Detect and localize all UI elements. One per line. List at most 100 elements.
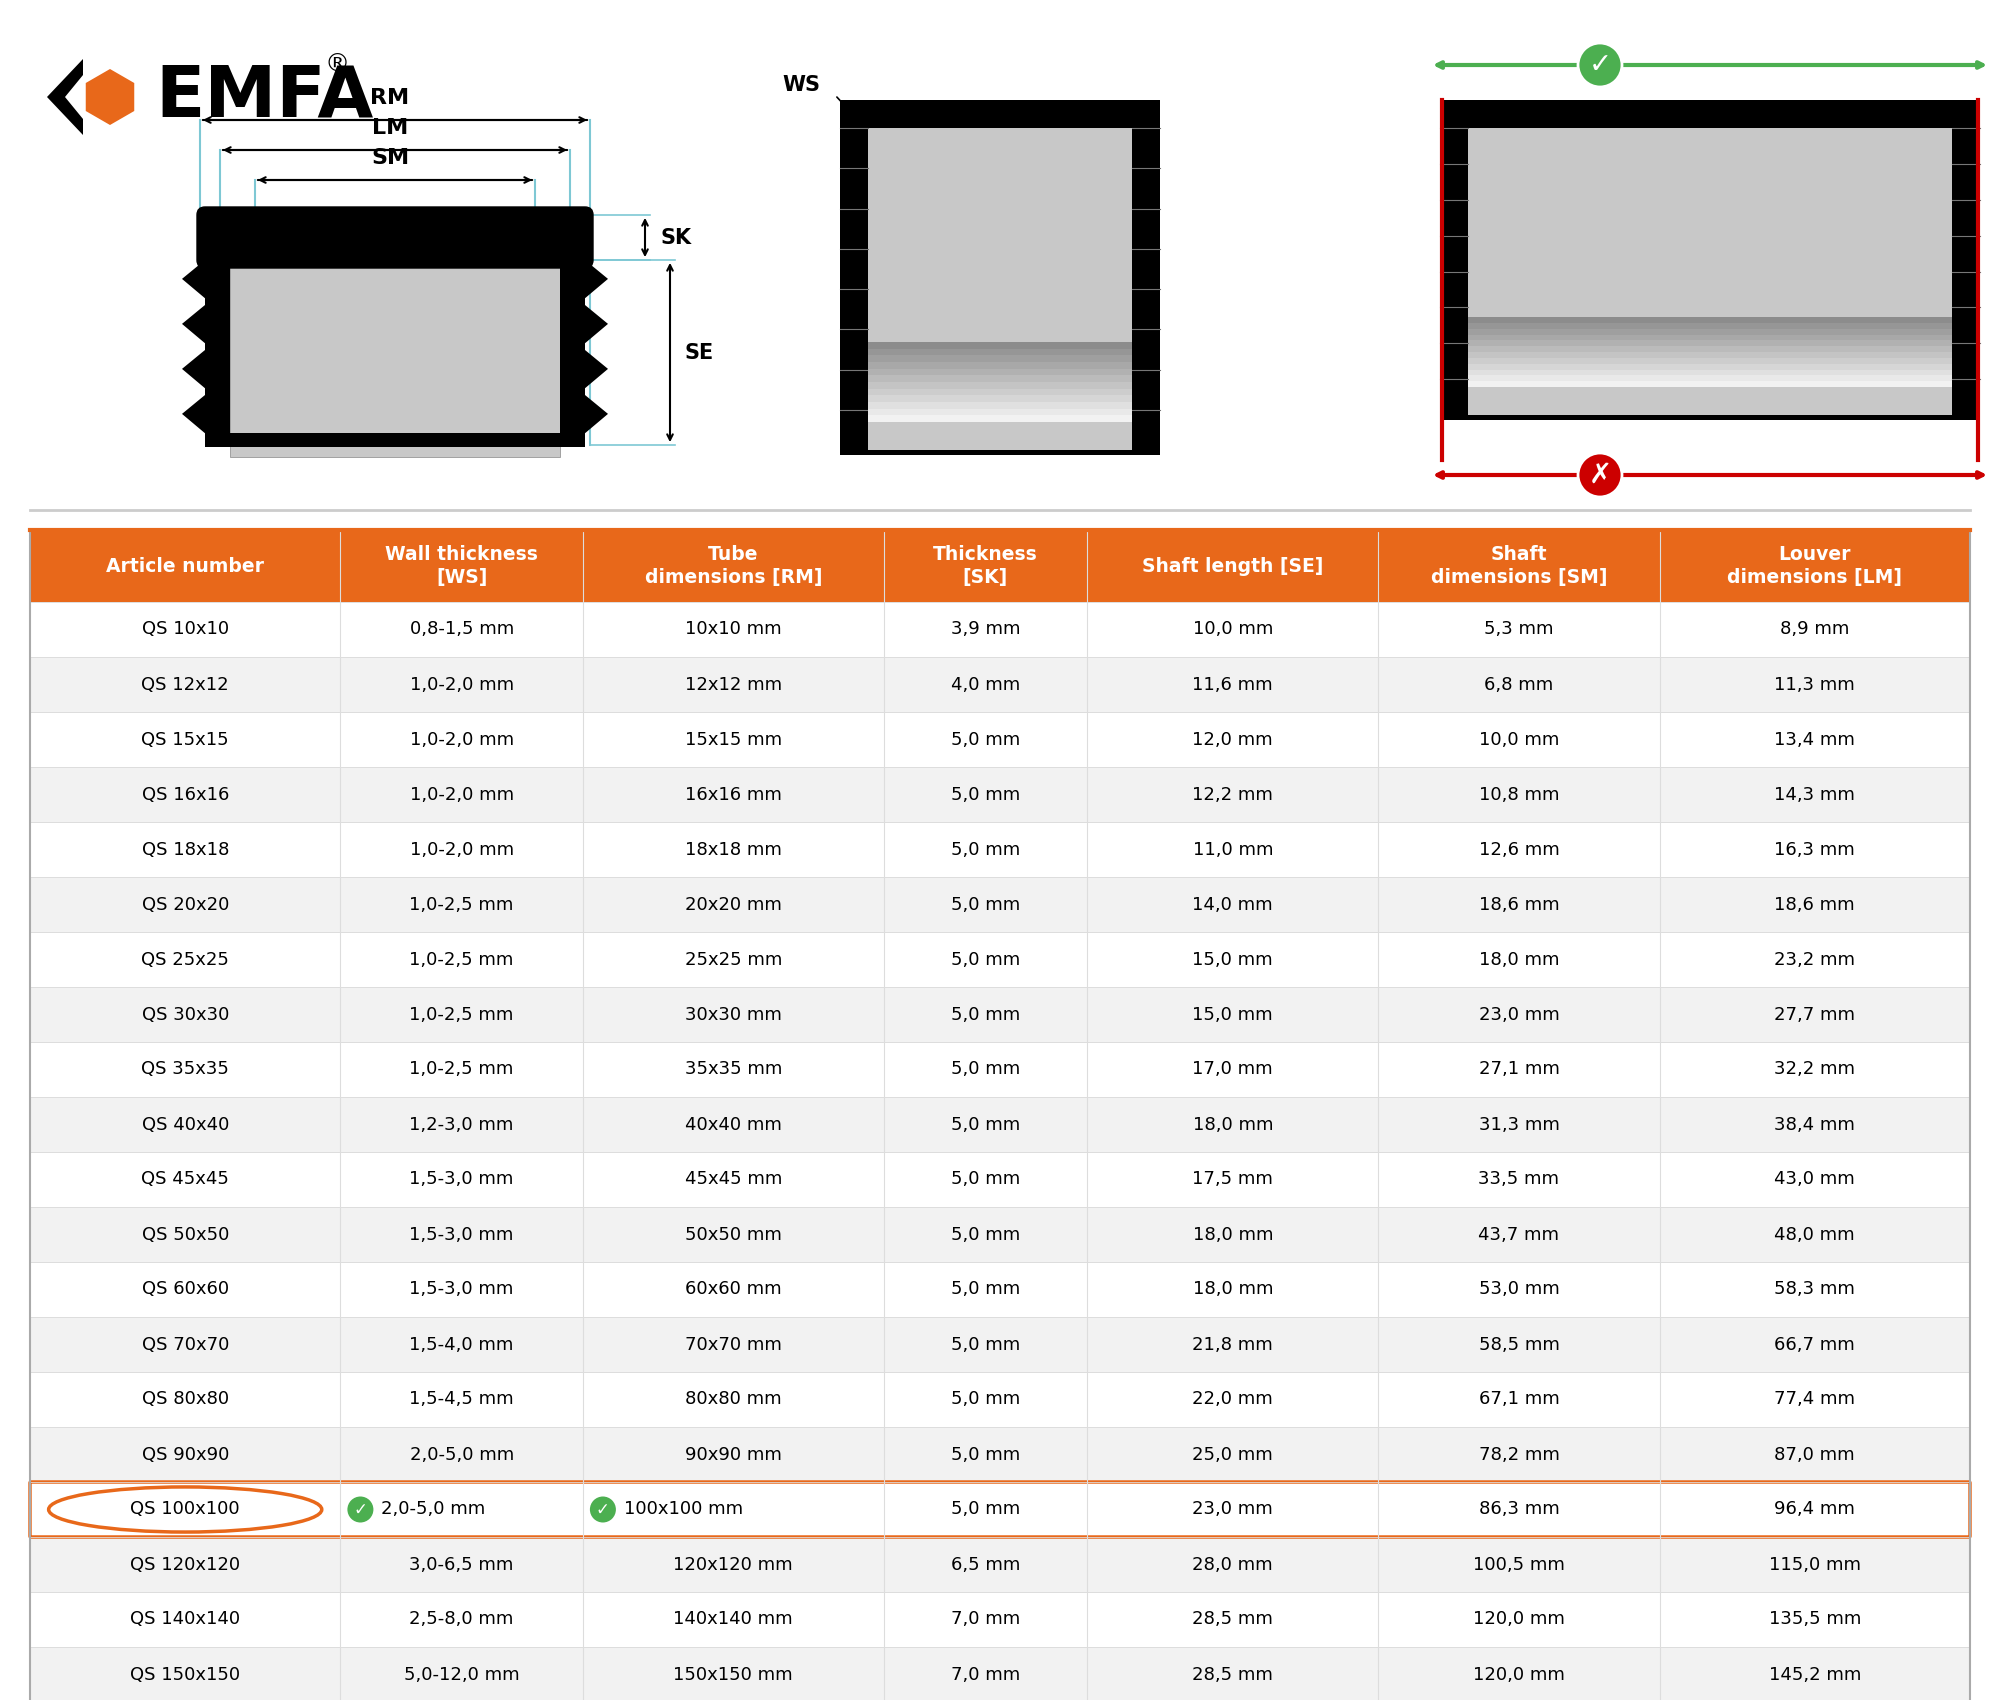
Text: 12,2 mm: 12,2 mm — [1192, 785, 1274, 804]
Text: 28,5 mm: 28,5 mm — [1192, 1610, 1274, 1629]
Text: 2,5-8,0 mm: 2,5-8,0 mm — [410, 1610, 514, 1629]
Text: 25,0 mm: 25,0 mm — [1192, 1445, 1274, 1464]
Bar — [1440, 100, 1980, 420]
Text: 100,5 mm: 100,5 mm — [1474, 1556, 1564, 1574]
Text: QS 15x15: QS 15x15 — [142, 731, 230, 748]
Text: 18,6 mm: 18,6 mm — [1478, 896, 1560, 913]
Bar — [30, 656, 1970, 712]
Text: QS 140x140: QS 140x140 — [130, 1610, 240, 1629]
Text: 17,5 mm: 17,5 mm — [1192, 1171, 1274, 1188]
Text: ✓: ✓ — [596, 1501, 610, 1518]
Polygon shape — [584, 304, 608, 343]
Text: ✓: ✓ — [1588, 51, 1612, 78]
Text: LM: LM — [372, 117, 408, 138]
Bar — [1468, 340, 1952, 347]
Text: 66,7 mm: 66,7 mm — [1774, 1336, 1856, 1353]
Text: 50x50 mm: 50x50 mm — [684, 1226, 782, 1243]
Text: 20x20 mm: 20x20 mm — [684, 896, 782, 913]
Text: 150x150 mm: 150x150 mm — [674, 1666, 794, 1683]
Bar — [868, 355, 1132, 362]
Text: 30x30 mm: 30x30 mm — [684, 1005, 782, 1023]
Bar — [30, 1647, 1970, 1700]
Bar — [1468, 364, 1952, 369]
Text: 2,0-5,0 mm: 2,0-5,0 mm — [410, 1445, 514, 1464]
Bar — [206, 434, 584, 447]
Polygon shape — [48, 60, 84, 134]
Text: 23,0 mm: 23,0 mm — [1478, 1005, 1560, 1023]
Bar — [868, 348, 1132, 355]
Bar — [30, 988, 1970, 1042]
Text: QS 12x12: QS 12x12 — [142, 675, 230, 694]
Text: 45x45 mm: 45x45 mm — [684, 1171, 782, 1188]
Text: 10,8 mm: 10,8 mm — [1478, 785, 1560, 804]
Text: QS 40x40: QS 40x40 — [142, 1115, 228, 1134]
Bar — [30, 1318, 1970, 1372]
Text: 80x80 mm: 80x80 mm — [684, 1391, 782, 1409]
Bar — [30, 1261, 1970, 1318]
Bar — [1468, 352, 1952, 357]
Text: 15,0 mm: 15,0 mm — [1192, 1005, 1274, 1023]
Text: 5,0 mm: 5,0 mm — [950, 1445, 1020, 1464]
Text: SK: SK — [660, 228, 692, 248]
Bar — [1468, 381, 1952, 388]
Bar — [30, 1591, 1970, 1647]
Bar — [30, 530, 1970, 1700]
Bar — [30, 767, 1970, 823]
Text: 1,2-3,0 mm: 1,2-3,0 mm — [410, 1115, 514, 1134]
Text: 25x25 mm: 25x25 mm — [684, 950, 782, 969]
Bar — [30, 1372, 1970, 1426]
Bar — [868, 389, 1132, 396]
Text: QS 50x50: QS 50x50 — [142, 1226, 228, 1243]
Text: 5,0 mm: 5,0 mm — [950, 896, 1020, 913]
Bar — [30, 1426, 1970, 1482]
Text: 1,0-2,0 mm: 1,0-2,0 mm — [410, 731, 514, 748]
Circle shape — [1578, 42, 1622, 87]
Circle shape — [1578, 452, 1622, 496]
Text: 4,0 mm: 4,0 mm — [950, 675, 1020, 694]
Text: 5,0 mm: 5,0 mm — [950, 1005, 1020, 1023]
Text: 1,0-2,5 mm: 1,0-2,5 mm — [410, 1061, 514, 1078]
Text: 5,0 mm: 5,0 mm — [950, 840, 1020, 858]
Bar — [30, 602, 1970, 656]
Bar — [30, 1482, 1970, 1537]
Bar — [1468, 376, 1952, 381]
Bar — [1468, 323, 1952, 328]
Text: 5,0 mm: 5,0 mm — [950, 785, 1020, 804]
Text: 7,0 mm: 7,0 mm — [950, 1610, 1020, 1629]
Text: 1,0-2,5 mm: 1,0-2,5 mm — [410, 896, 514, 913]
Text: 5,3 mm: 5,3 mm — [1484, 620, 1554, 639]
Text: 27,1 mm: 27,1 mm — [1478, 1061, 1560, 1078]
Bar — [560, 255, 584, 445]
Text: 115,0 mm: 115,0 mm — [1768, 1556, 1860, 1574]
Text: ✗: ✗ — [1588, 461, 1612, 490]
Text: 33,5 mm: 33,5 mm — [1478, 1171, 1560, 1188]
Polygon shape — [584, 394, 608, 434]
Text: 27,7 mm: 27,7 mm — [1774, 1005, 1856, 1023]
Text: 5,0 mm: 5,0 mm — [950, 1501, 1020, 1518]
Text: 1,0-2,0 mm: 1,0-2,0 mm — [410, 840, 514, 858]
Text: 12x12 mm: 12x12 mm — [684, 675, 782, 694]
Text: 23,0 mm: 23,0 mm — [1192, 1501, 1274, 1518]
Text: 1,5-4,5 mm: 1,5-4,5 mm — [410, 1391, 514, 1409]
Text: 11,3 mm: 11,3 mm — [1774, 675, 1856, 694]
Text: QS 16x16: QS 16x16 — [142, 785, 228, 804]
Text: 18,0 mm: 18,0 mm — [1192, 1226, 1274, 1243]
Bar — [30, 1096, 1970, 1153]
Bar — [868, 376, 1132, 382]
Text: 6,8 mm: 6,8 mm — [1484, 675, 1554, 694]
Text: QS 150x150: QS 150x150 — [130, 1666, 240, 1683]
Text: 10,0 mm: 10,0 mm — [1478, 731, 1560, 748]
Bar — [30, 1537, 1970, 1591]
Text: 120,0 mm: 120,0 mm — [1474, 1666, 1564, 1683]
Text: QS 80x80: QS 80x80 — [142, 1391, 228, 1409]
Text: 16,3 mm: 16,3 mm — [1774, 840, 1856, 858]
Text: 32,2 mm: 32,2 mm — [1774, 1061, 1856, 1078]
Text: 18x18 mm: 18x18 mm — [684, 840, 782, 858]
Text: Louver
dimensions [LM]: Louver dimensions [LM] — [1728, 546, 1902, 586]
Text: 1,5-3,0 mm: 1,5-3,0 mm — [410, 1280, 514, 1299]
Text: 12,6 mm: 12,6 mm — [1478, 840, 1560, 858]
Circle shape — [590, 1496, 616, 1523]
Polygon shape — [182, 304, 206, 343]
Text: 145,2 mm: 145,2 mm — [1768, 1666, 1860, 1683]
Text: EMFA: EMFA — [156, 63, 374, 131]
